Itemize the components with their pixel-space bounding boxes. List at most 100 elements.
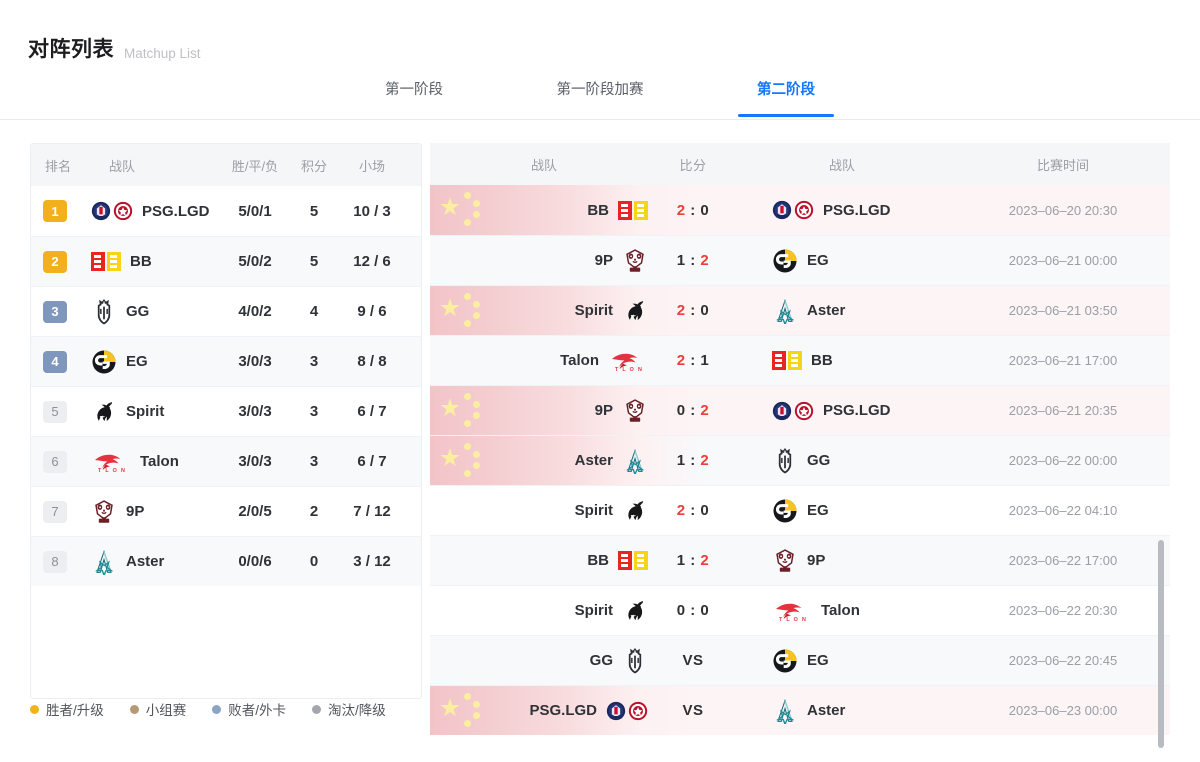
- home-team-cell: 9P: [430, 398, 658, 424]
- legend-label: 小组赛: [145, 703, 187, 718]
- score-separator: :: [685, 201, 701, 219]
- team-name: EG: [126, 353, 148, 370]
- away-team-name: PSG.LGD: [823, 402, 891, 419]
- standings-row[interactable]: 2 BB 5/0/2 5 12 / 6: [31, 236, 421, 286]
- home-team-cell: Spirit: [430, 598, 658, 624]
- game-diff-cell: 3 / 12: [353, 553, 391, 570]
- match-row[interactable]: PSG.LGD VS Aster 2023–06–23 00:00: [430, 685, 1170, 735]
- away-team-name: PSG.LGD: [823, 201, 891, 219]
- tab-stage-3[interactable]: 第二阶段: [693, 72, 879, 116]
- standings-row[interactable]: 6 T L O N Talon 3/0/3 3 6 / 7: [31, 436, 421, 486]
- spirit-logo-icon: [91, 399, 117, 425]
- bb-logo-icon: [772, 351, 802, 370]
- tab-label: 第一阶段: [385, 82, 443, 98]
- match-time: 2023–06–22 20:45: [1008, 653, 1118, 668]
- game-diff-cell: 6 / 7: [357, 453, 387, 470]
- china-flag-decoration-icon: [430, 686, 700, 735]
- tab-stage-1[interactable]: 第一阶段: [321, 72, 507, 116]
- game-diff-cell: 6 / 7: [357, 403, 387, 420]
- team-name: BB: [130, 253, 152, 270]
- match-time: 2023–06–22 00:00: [1008, 453, 1118, 468]
- psglgd-logo-icon: [91, 198, 133, 224]
- away-team-name: Aster: [807, 302, 846, 319]
- rank-badge: 3: [43, 300, 67, 323]
- talon-logo-icon: T L O N: [772, 600, 812, 623]
- spirit-logo-icon: [622, 498, 648, 524]
- score-separator: :: [685, 252, 701, 269]
- score-separator: :: [685, 552, 701, 569]
- stage-tabstrip: 第一阶段 第一阶段加赛 第二阶段: [321, 72, 879, 116]
- home-team-name: BB: [587, 552, 609, 569]
- standings-row[interactable]: 1 PSG.LGD 5/0/1 5 10 / 3: [31, 186, 421, 236]
- bb-logo-icon: [91, 252, 121, 271]
- match-row[interactable]: 9P 0 : 2 PSG.LGD 2023–06–21 20:35: [430, 385, 1170, 435]
- legend-item: 淘汰/降级: [312, 699, 386, 719]
- game-diff-cell: 8 / 8: [357, 353, 387, 370]
- team-cell: GG: [91, 298, 219, 325]
- home-team-name: GG: [589, 652, 613, 669]
- match-row[interactable]: GG VS EG 2023–06–22 20:45: [430, 635, 1170, 685]
- game-diff-cell: 10 / 3: [353, 202, 391, 220]
- home-score: 1: [676, 552, 686, 569]
- points-cell: 3: [309, 403, 319, 420]
- standings-row[interactable]: 8 Aster 0/0/6 0 3 / 12: [31, 536, 421, 586]
- home-team-cell: GG: [430, 647, 658, 674]
- standings-body: 1 PSG.LGD 5/0/1 5 10 / 3 2 BB 5/0/2 5 12 / 6 3 GG…: [31, 186, 421, 586]
- rank-badge: 4: [43, 350, 67, 373]
- standings-row[interactable]: 3 GG 4/0/2 4 9 / 6: [31, 286, 421, 336]
- legend-label: 胜者/升级: [46, 703, 104, 718]
- game-diff-cell: 7 / 12: [353, 503, 391, 520]
- score-cell: VS: [658, 652, 728, 669]
- rank-cell: 7: [31, 500, 91, 523]
- rank-cell: 3: [31, 300, 91, 323]
- stage-tabbar: 第一阶段 第一阶段加赛 第二阶段: [0, 72, 1200, 120]
- bb-logo-icon: [618, 200, 648, 220]
- vs-label: VS: [682, 702, 704, 719]
- team-name: Talon: [140, 453, 179, 470]
- standings-row[interactable]: 7 9P 2/0/5 2 7 / 12: [31, 486, 421, 536]
- home-team-name: 9P: [594, 402, 613, 419]
- wdl-cell: 5/0/2: [238, 253, 272, 270]
- match-row[interactable]: Spirit 0 : 0 T L O N Talon 2023–06–22 20:3…: [430, 585, 1170, 635]
- rank-badge: 8: [43, 550, 67, 573]
- tab-label: 第一阶段加赛: [556, 82, 644, 98]
- away-team-cell: GG: [728, 447, 956, 474]
- match-time: 2023–06–21 20:35: [1008, 403, 1118, 418]
- matches-table: 战队 比分 战队 比赛时间 BB 2 : 0 PSG.LGD 2023–06–20 …: [430, 143, 1170, 749]
- match-row[interactable]: Spirit 2 : 0 EG 2023–06–22 04:10: [430, 485, 1170, 535]
- home-team-name: PSG.LGD: [529, 702, 597, 719]
- standings-row[interactable]: 5 Spirit 3/0/3 3 6 / 7: [31, 386, 421, 436]
- match-time: 2023–06–22 17:00: [1008, 553, 1118, 568]
- matches-body[interactable]: BB 2 : 0 PSG.LGD 2023–06–20 20:30 9P 1 : 2 …: [430, 185, 1170, 749]
- away-score: 2: [700, 552, 710, 569]
- tab-stage-2[interactable]: 第一阶段加赛: [507, 72, 693, 116]
- china-flag-decoration-icon: [430, 286, 700, 335]
- away-score: 2: [700, 402, 710, 419]
- eg-logo-icon: [772, 648, 798, 674]
- wdl-cell: 3/0/3: [238, 353, 272, 370]
- col-game-diff: 小场: [358, 158, 385, 174]
- away-team-cell: Aster: [728, 298, 956, 324]
- page-title: 对阵列表: [28, 38, 114, 61]
- wdl-cell: 0/0/6: [238, 553, 272, 570]
- 9pandas-logo-icon: [91, 499, 117, 525]
- matches-scrollbar[interactable]: [1158, 540, 1164, 748]
- score-cell: VS: [658, 702, 728, 719]
- match-row[interactable]: 9P 1 : 2 EG 2023–06–21 00:00: [430, 235, 1170, 285]
- legend-dot-icon: [129, 704, 139, 714]
- match-row[interactable]: BB 2 : 0 PSG.LGD 2023–06–20 20:30: [430, 185, 1170, 235]
- home-score: 0: [676, 402, 686, 419]
- wdl-cell: 3/0/3: [238, 453, 272, 470]
- match-row[interactable]: Spirit 2 : 0 Aster 2023–06–21 03:50: [430, 285, 1170, 335]
- col-points: 积分: [300, 158, 327, 174]
- match-row[interactable]: BB 1 : 2 9P 2023–06–22 17:00: [430, 535, 1170, 585]
- match-row[interactable]: Aster 1 : 2 GG 2023–06–22 00:00: [430, 435, 1170, 485]
- points-cell: 0: [309, 553, 319, 570]
- match-time: 2023–06–21 03:50: [1008, 303, 1118, 318]
- 9pandas-logo-icon: [622, 398, 648, 424]
- eg-logo-icon: [772, 498, 798, 524]
- away-score: 0: [700, 201, 710, 219]
- standings-row[interactable]: 4 EG 3/0/3 3 8 / 8: [31, 336, 421, 386]
